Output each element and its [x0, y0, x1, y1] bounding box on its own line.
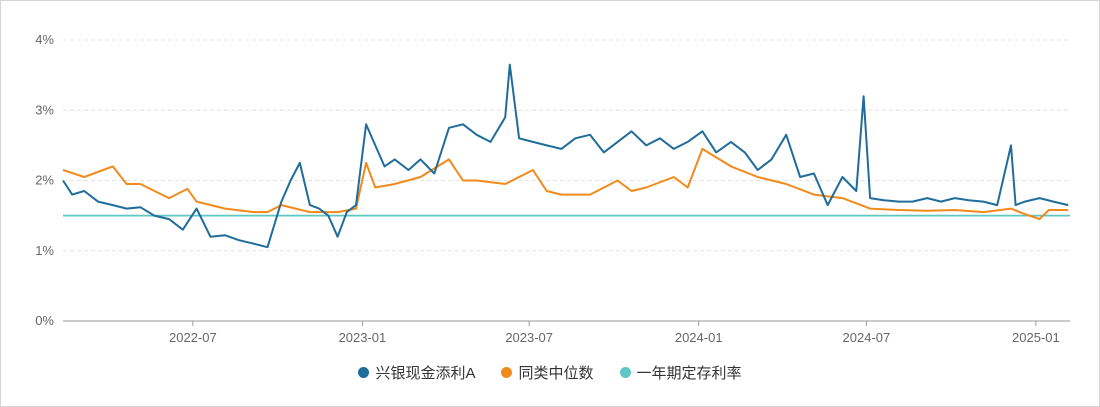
series-line-fund	[62, 63, 1069, 249]
legend-dot-icon	[358, 367, 370, 378]
y-tick-label: 0%	[35, 313, 54, 328]
y-tick-label: 1%	[35, 243, 54, 258]
legend-label: 兴银现金添利A	[375, 365, 476, 382]
x-tick-label: 2022-07	[169, 330, 217, 345]
y-tick-label: 4%	[35, 32, 54, 47]
legend-label: 同类中位数	[518, 365, 594, 382]
legend-item-deposit-rate[interactable]: 一年期定存利率	[619, 362, 742, 383]
legend-dot-icon	[501, 367, 513, 378]
x-tick-label: 2023-01	[339, 330, 387, 345]
legend-item-fund[interactable]: 兴银现金添利A	[358, 362, 475, 383]
y-tick-label: 2%	[35, 173, 54, 188]
x-tick-label: 2025-01	[1012, 330, 1060, 345]
x-tick-label: 2024-07	[843, 330, 891, 345]
y-axis: 0% 1% 2% 3% 4%	[35, 32, 54, 328]
series-lines	[62, 63, 1070, 249]
legend-dot-icon	[619, 367, 631, 378]
x-tick-label: 2023-07	[505, 330, 553, 345]
legend-item-median[interactable]: 同类中位数	[501, 362, 594, 383]
x-tick-label: 2024-01	[675, 330, 723, 345]
series-line-median	[62, 147, 1069, 221]
legend-label: 一年期定存利率	[636, 365, 742, 382]
y-tick-label: 3%	[35, 102, 54, 117]
x-axis: 2022-07 2023-01 2023-07 2024-01 2024-07 2025-…	[63, 320, 1070, 345]
legend: 兴银现金添利A 同类中位数 一年期定存利率	[0, 362, 1100, 383]
